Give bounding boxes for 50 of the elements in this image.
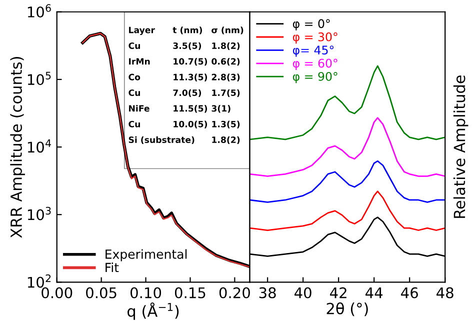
annotation: 2.8(3) [212, 74, 240, 82]
annotation: 11.5(5) [174, 105, 207, 113]
x-axis-title: 2θ (°) [326, 302, 368, 316]
x-tick-label: 46 [401, 287, 418, 298]
annotation: 1.8(2) [212, 42, 240, 50]
x-tick-label: 0.15 [174, 287, 206, 298]
annotation: 3.5(5) [173, 42, 202, 50]
annotation: Cu [128, 120, 140, 128]
annotation: NiFe [129, 105, 150, 112]
legend-label: φ= 45° [292, 46, 334, 57]
x-axis-title: q (Å$^{−1}$) [128, 302, 179, 320]
x-tick-label: 0.20 [219, 287, 250, 298]
annotation: 11.3(5) [174, 74, 207, 82]
annotation: Si (substrate) [128, 136, 194, 144]
legend-label: Experimental [106, 249, 187, 262]
y-tick-label: 10$^{4}$ [28, 139, 51, 153]
annotation: 0.6(2) [212, 58, 240, 66]
annotation: 1.7(5) [212, 89, 240, 98]
x-tick-label: 38 [259, 287, 276, 298]
y-axis-title: XRR Amplitude (counts) [10, 56, 25, 238]
x-tick-label: 0.10 [130, 287, 162, 298]
y-axis-title: Relative Amplitude [453, 75, 468, 218]
annotation: t (nm) [172, 26, 202, 34]
annotation: σ (nm) [212, 26, 244, 34]
annotation: IrMn [129, 58, 150, 65]
annotation: Cu [128, 42, 140, 49]
x-tick-label: 42 [330, 287, 346, 298]
legend-label: φ = 30° [292, 32, 338, 44]
legend-label: φ = 0° [292, 19, 330, 30]
annotation: 10.0(5) [174, 120, 207, 128]
legend-label: φ = 90° [292, 72, 338, 84]
annotation: 1.8(2) [212, 136, 240, 144]
annotation: Co [128, 74, 140, 80]
legend-label: φ = 60° [292, 58, 338, 70]
annotation: 1.3(5) [212, 120, 240, 128]
x-tick-label: 40 [294, 287, 312, 298]
annotation: Layer [129, 26, 155, 35]
legend-label: Fit [106, 262, 119, 272]
annotation: 10.7(5) [174, 58, 207, 66]
y-tick-label: 10$^{6}$ [28, 4, 51, 18]
y-tick-label: 10$^{2}$ [28, 274, 51, 288]
x-tick-label: 0.05 [86, 287, 116, 298]
x-tick-label: 44 [366, 287, 383, 298]
x-tick-label: 48 [436, 287, 454, 298]
x-tick-label: 0.00 [42, 287, 72, 298]
y-tick-label: 10$^{5}$ [28, 72, 51, 86]
annotation: 3(1) [212, 105, 230, 113]
annotation: Cu [128, 89, 140, 96]
y-tick-label: 10$^{3}$ [28, 206, 51, 220]
annotation: 7.0(5) [173, 89, 202, 98]
